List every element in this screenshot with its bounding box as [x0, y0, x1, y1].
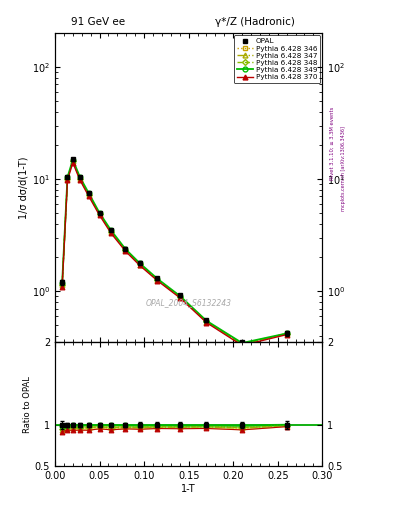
Legend: OPAL, Pythia 6.428 346, Pythia 6.428 347, Pythia 6.428 348, Pythia 6.428 349, Py: OPAL, Pythia 6.428 346, Pythia 6.428 347… — [234, 35, 320, 83]
Y-axis label: Ratio to OPAL: Ratio to OPAL — [23, 376, 32, 433]
Y-axis label: 1/σ dσ/d(1-T): 1/σ dσ/d(1-T) — [19, 157, 29, 219]
Text: 91 GeV ee: 91 GeV ee — [71, 16, 125, 27]
Text: Rivet 3.1.10; ≥ 3.3M events: Rivet 3.1.10; ≥ 3.3M events — [330, 106, 334, 180]
Text: mcplots.cern.ch [arXiv:1306.3436]: mcplots.cern.ch [arXiv:1306.3436] — [342, 126, 346, 211]
Text: OPAL_2004_S6132243: OPAL_2004_S6132243 — [146, 297, 231, 307]
Text: γ*/Z (Hadronic): γ*/Z (Hadronic) — [215, 16, 295, 27]
X-axis label: 1-T: 1-T — [181, 483, 196, 494]
